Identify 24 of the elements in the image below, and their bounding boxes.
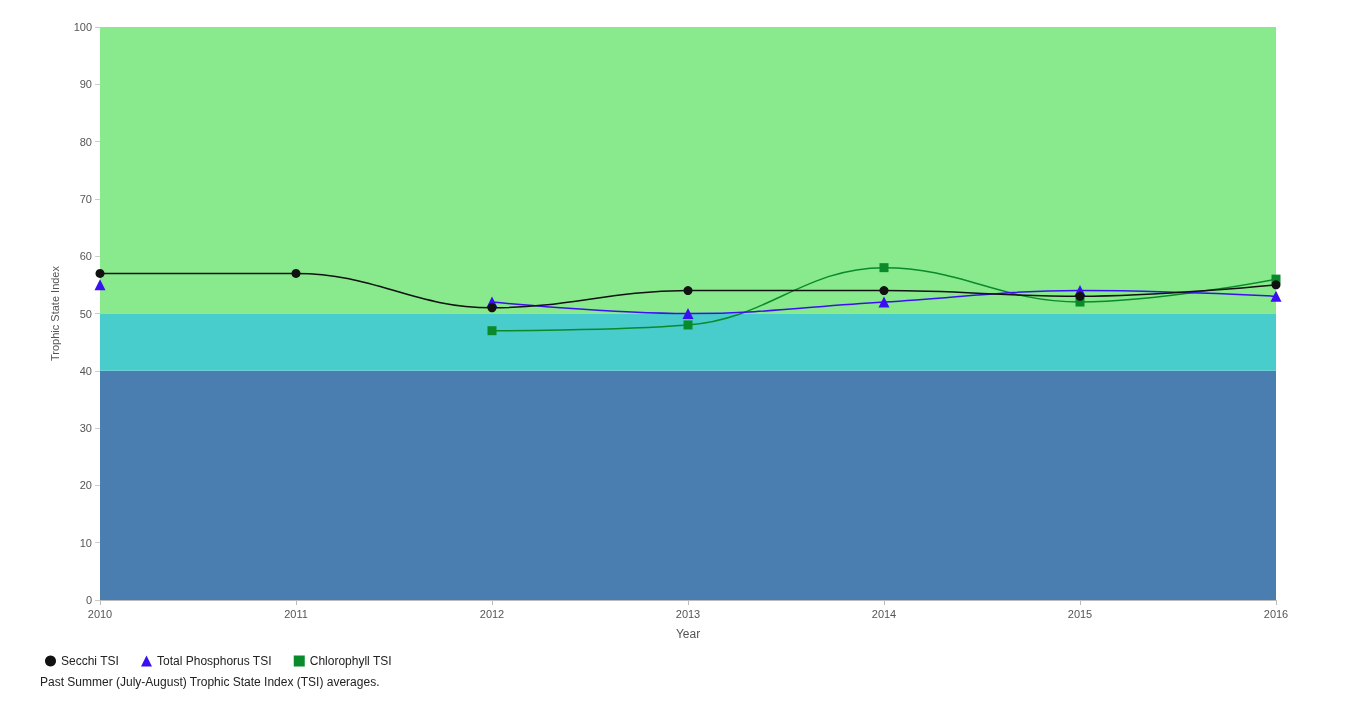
- y-tick-label: 90: [79, 78, 92, 91]
- y-tick-label: 30: [79, 422, 92, 435]
- x-tick-label: 2016: [1263, 607, 1289, 620]
- y-tick-label: 70: [79, 192, 92, 205]
- legend-label: Total Phosphorus TSI: [157, 654, 272, 668]
- x-tick-label: 2012: [479, 607, 505, 620]
- x-tick-label: 2011: [284, 607, 308, 620]
- y-tick-label: 20: [79, 479, 92, 492]
- y-tick-label: 80: [79, 135, 92, 148]
- y-tick-label: 50: [79, 307, 92, 320]
- y-tick-label: 40: [79, 364, 92, 377]
- x-tick-label: 2015: [1067, 607, 1093, 620]
- y-axis-title: Trophic State Index: [48, 265, 61, 361]
- y-tick-label: 100: [73, 21, 92, 33]
- x-tick-label: 2010: [87, 607, 113, 620]
- legend-label: Chlorophyll TSI: [309, 654, 392, 668]
- y-tick-label: 60: [79, 250, 92, 263]
- x-axis-title: Year: [675, 627, 701, 641]
- x-tick-label: 2014: [871, 607, 897, 620]
- x-tick-label: 2013: [675, 607, 701, 620]
- text: Past Summer (July-August) Trophic State Index (TSI) averages.: [40, 675, 380, 689]
- y-tick-label: 0: [85, 594, 92, 606]
- legend-label: Secchi TSI: [61, 654, 119, 668]
- y-tick-label: 10: [79, 536, 92, 549]
